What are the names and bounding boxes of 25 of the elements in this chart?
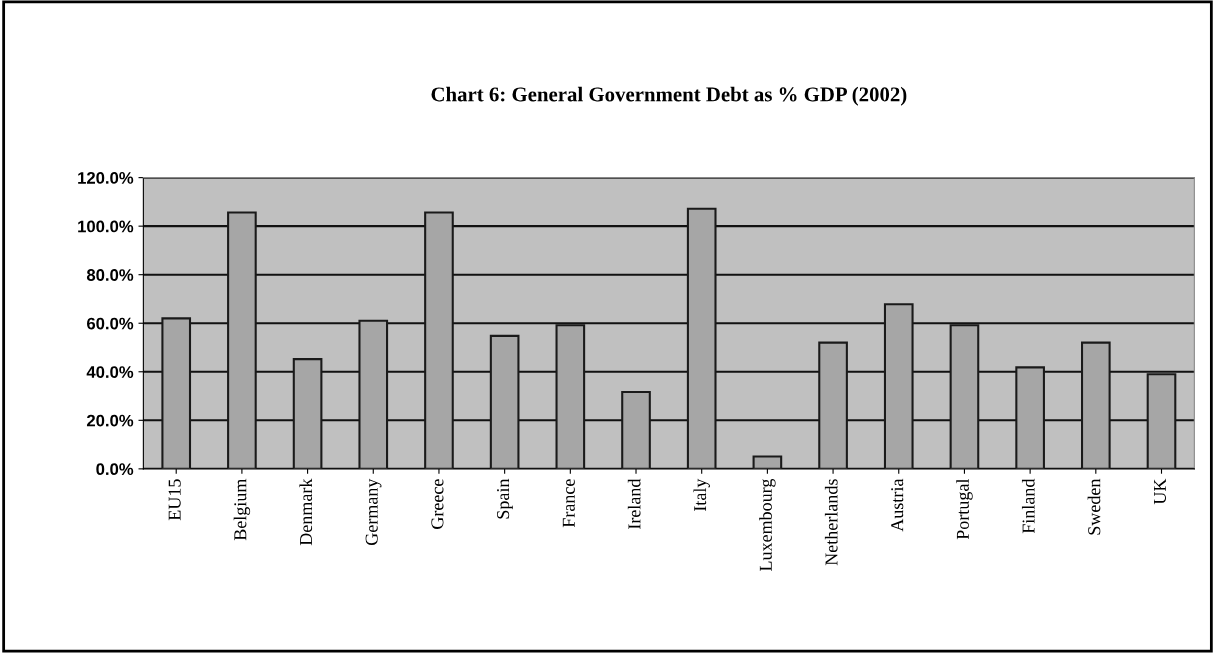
x-tick-label: France: [562, 479, 575, 528]
y-tick-label: 100.0%: [78, 220, 134, 233]
x-tick-label: Germany: [365, 478, 382, 546]
x-tick-label: Ireland: [627, 478, 641, 530]
x-tick-label: Italy: [693, 478, 710, 512]
x-tick-label: Spain: [497, 478, 513, 519]
x-tick-label: Portugal: [956, 478, 973, 540]
x-tick-label: Sweden: [1087, 478, 1101, 535]
x-tick-label: Austria: [891, 478, 904, 532]
x-tick-label: EU15: [168, 479, 181, 521]
x-tick-label: Finland: [1021, 478, 1035, 534]
x-tick-label: UK: [1154, 478, 1167, 505]
y-tick-label: 60.0%: [87, 317, 134, 330]
x-tick-label: Luxembourg: [759, 478, 776, 572]
chart-title: Chart 6: General Government Debt as % GDP (2002): [431, 86, 907, 106]
y-tick-label: 80.0%: [86, 269, 134, 281]
y-tick-label: 40.0%: [86, 366, 134, 378]
x-tick-label: Belgium: [233, 478, 251, 541]
x-tick-label: Netherlands: [824, 479, 838, 566]
bar: [752, 455, 783, 469]
x-tick-label: Greece: [431, 479, 444, 529]
y-tick-label: 0.0%: [96, 463, 134, 476]
y-tick-label: 20.0%: [86, 414, 134, 427]
y-tick-label: 120.0%: [78, 172, 134, 184]
x-tick-label: Denmark: [299, 478, 313, 546]
